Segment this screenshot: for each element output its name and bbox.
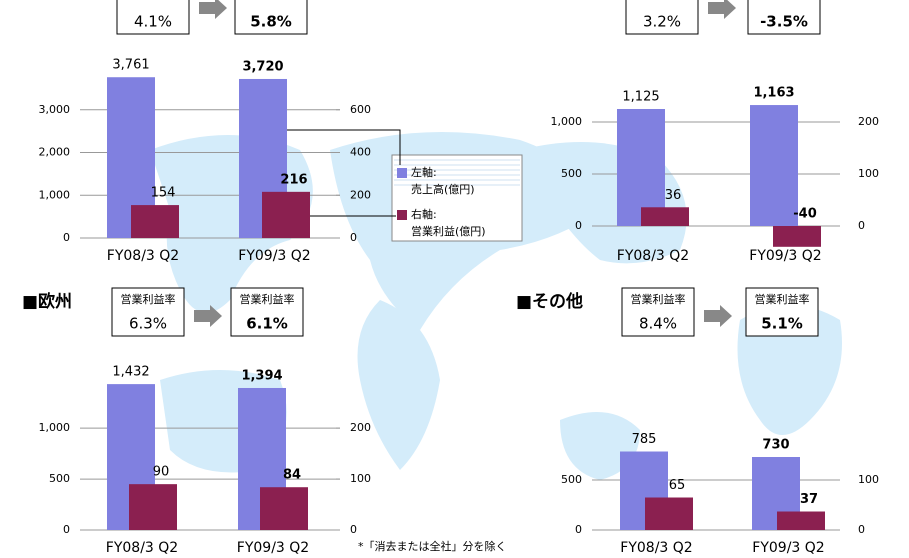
y2-tick-label: 200 (350, 188, 371, 201)
value-label: 36 (665, 188, 682, 203)
value-label: 154 (151, 186, 176, 201)
margin-box (230, 287, 304, 337)
legend-axis: 右軸: (411, 207, 437, 221)
value-label: 65 (669, 478, 686, 493)
y-tick-label: 2,000 (39, 146, 71, 159)
region-title: ■その他 (516, 291, 583, 312)
arrow (708, 0, 736, 19)
arrow (199, 0, 227, 19)
y-tick-label: 0 (575, 219, 582, 232)
value-label: 1,163 (753, 86, 794, 101)
x-tick-label: FY08/3 Q2 (617, 248, 689, 264)
margin-label: 営業利益率 (240, 292, 295, 306)
margin-label: 営業利益率 (755, 292, 810, 306)
y-tick-label: 500 (561, 167, 582, 180)
bar (645, 497, 693, 530)
y2-tick-label: 0 (350, 231, 357, 244)
y-tick-label: 0 (63, 523, 70, 536)
value-label: 90 (153, 465, 170, 480)
region-title: ■欧州 (22, 291, 72, 312)
margin-value: 6.3% (129, 315, 167, 333)
value-label: 1,125 (622, 90, 659, 105)
y2-tick-label: 100 (858, 473, 879, 486)
margin-value: 6.1% (246, 315, 288, 333)
x-tick-label: FY08/3 Q2 (106, 540, 178, 556)
value-label: 1,394 (241, 368, 282, 383)
legend-name: 営業利益(億円) (411, 224, 486, 238)
y2-tick-label: 0 (858, 219, 865, 232)
bar (641, 207, 689, 226)
value-label: 3,761 (112, 58, 149, 73)
legend-name: 売上高(億円) (411, 182, 475, 196)
x-tick-label: FY09/3 Q2 (752, 540, 824, 556)
margin-box (625, 0, 699, 35)
value-label: -40 (793, 207, 817, 222)
arrow (704, 305, 732, 327)
bar (129, 484, 177, 530)
y-tick-label: 1,000 (39, 188, 71, 201)
y-tick-label: 500 (561, 473, 582, 486)
y-tick-label: 1,000 (551, 115, 583, 128)
value-label: 3,720 (242, 59, 283, 74)
value-label: 37 (800, 492, 818, 507)
x-tick-label: FY09/3 Q2 (238, 248, 310, 264)
y2-tick-label: 200 (858, 115, 879, 128)
margin-box (234, 0, 308, 35)
legend-axis: 左軸: (411, 165, 437, 179)
bar (777, 511, 825, 530)
margin-box (621, 287, 695, 337)
margin-box (747, 0, 821, 35)
margin-value: -3.5% (760, 13, 808, 31)
x-tick-label: FY08/3 Q2 (107, 248, 179, 264)
margin-label: 営業利益率 (631, 292, 686, 306)
bar (773, 226, 821, 247)
y2-tick-label: 0 (858, 523, 865, 536)
y2-tick-label: 600 (350, 103, 371, 116)
value-label: 1,432 (112, 365, 149, 380)
bar (262, 191, 310, 238)
bar (131, 205, 179, 238)
x-tick-label: FY08/3 Q2 (620, 540, 692, 556)
legend-swatch (397, 168, 407, 178)
y2-tick-label: 100 (858, 167, 879, 180)
margin-value: 5.8% (250, 13, 292, 31)
footnote: *「消去または全社」分を除く (358, 539, 507, 553)
margin-box (111, 287, 185, 337)
bar (617, 109, 665, 226)
margin-value: 8.4% (639, 315, 677, 333)
value-label: 730 (762, 438, 789, 453)
y-tick-label: 1,000 (39, 421, 71, 434)
x-tick-label: FY09/3 Q2 (237, 540, 309, 556)
value-label: 785 (632, 432, 657, 447)
x-tick-label: FY09/3 Q2 (749, 248, 821, 264)
y-tick-label: 0 (63, 231, 70, 244)
value-label: 84 (283, 468, 301, 483)
margin-label: 営業利益率 (121, 292, 176, 306)
margin-box (116, 0, 190, 35)
y-tick-label: 3,000 (39, 103, 71, 116)
bar (750, 105, 798, 226)
y2-tick-label: 100 (350, 472, 371, 485)
margin-box (745, 287, 819, 337)
margin-value: 4.1% (134, 13, 172, 31)
y2-tick-label: 0 (350, 523, 357, 536)
legend-swatch (397, 210, 407, 220)
arrow (194, 305, 222, 327)
y2-tick-label: 400 (350, 146, 371, 159)
margin-value: 5.1% (761, 315, 803, 333)
bar (260, 487, 308, 530)
y-tick-label: 500 (49, 472, 70, 485)
margin-value: 3.2% (643, 13, 681, 31)
y2-tick-label: 200 (350, 421, 371, 434)
y-tick-label: 0 (575, 523, 582, 536)
value-label: 216 (280, 172, 307, 187)
